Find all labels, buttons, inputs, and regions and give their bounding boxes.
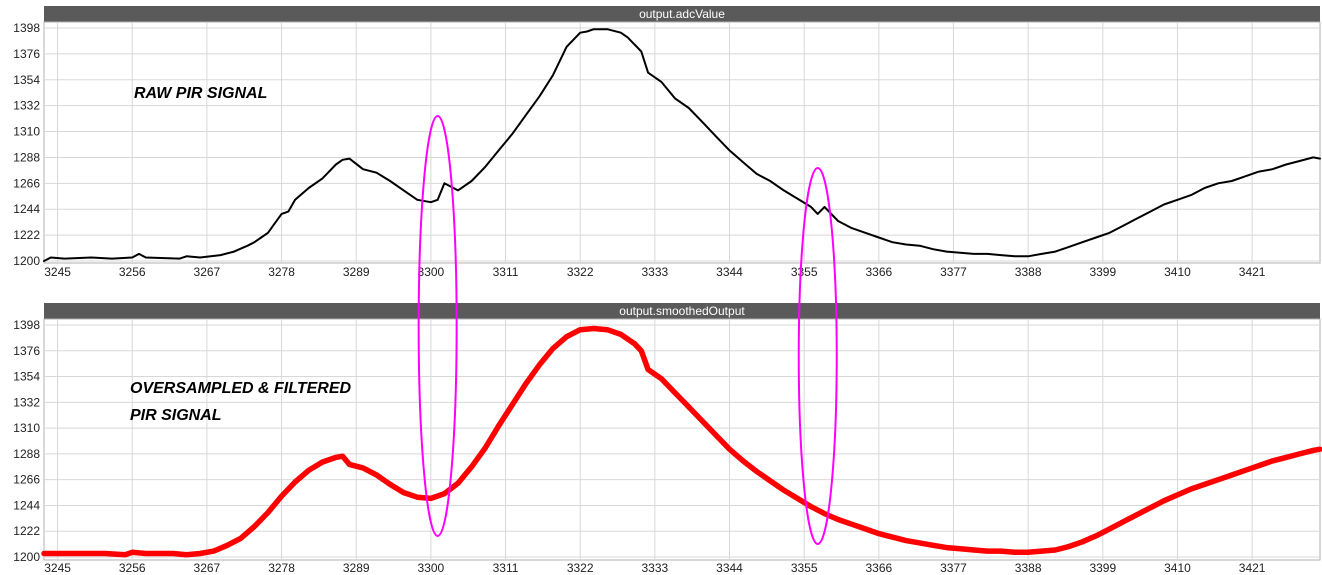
filtered-signal-title: output.smoothedOutput bbox=[619, 304, 745, 318]
highlight-ellipse bbox=[797, 167, 838, 545]
raw-signal-x-tick-label: 3256 bbox=[119, 265, 146, 279]
raw-signal-y-tick-label: 1332 bbox=[13, 99, 40, 113]
raw-signal-x-tick-label: 3289 bbox=[343, 265, 370, 279]
raw-signal-plot-area bbox=[43, 21, 1321, 264]
raw-signal-y-tick-label: 1222 bbox=[13, 228, 40, 242]
filtered-signal-plot-area bbox=[43, 318, 1321, 561]
raw-signal-y-tick-label: 1200 bbox=[13, 254, 40, 268]
filtered-signal-x-tick-label: 3300 bbox=[418, 561, 445, 575]
filtered-signal-x-tick-label: 3366 bbox=[865, 561, 892, 575]
filtered-signal-x-tick-label: 3311 bbox=[493, 561, 519, 575]
raw-signal-x-tick-label: 3344 bbox=[716, 265, 743, 279]
filtered-signal-x-axis: 3245 3256 3267 3278 3289 3300 3311 3322 3333 3344… bbox=[44, 561, 1266, 575]
filtered-signal-annotation-line-1: OVERSAMPLED & FILTERED bbox=[130, 380, 351, 397]
raw-signal-line bbox=[43, 28, 1321, 262]
filtered-signal-y-tick-label: 1310 bbox=[13, 421, 40, 435]
filtered-signal-x-tick-label: 3388 bbox=[1015, 561, 1042, 575]
filtered-signal-y-tick-label: 1398 bbox=[13, 318, 40, 332]
filtered-signal-y-tick-label: 1244 bbox=[13, 498, 40, 512]
raw-signal-x-tick-label: 3311 bbox=[493, 265, 519, 279]
filtered-signal-x-tick-label: 3289 bbox=[343, 561, 370, 575]
filtered-signal-x-tick-label: 3421 bbox=[1239, 561, 1266, 575]
filtered-signal-x-tick-label: 3245 bbox=[44, 561, 71, 575]
filtered-signal-y-tick-label: 1332 bbox=[13, 395, 40, 409]
raw-signal-y-tick-label: 1244 bbox=[13, 202, 40, 216]
raw-signal-x-tick-label: 3278 bbox=[268, 265, 295, 279]
raw-signal-y-tick-label: 1376 bbox=[13, 47, 40, 61]
raw-signal-title-bar bbox=[44, 6, 1320, 22]
raw-signal-x-tick-label: 3267 bbox=[194, 265, 221, 279]
filtered-signal-y-tick-label: 1222 bbox=[13, 524, 40, 538]
raw-signal-x-tick-label: 3245 bbox=[44, 265, 71, 279]
filtered-signal-x-tick-label: 3410 bbox=[1164, 561, 1191, 575]
raw-signal-grid bbox=[44, 22, 1320, 263]
filtered-signal-line bbox=[41, 325, 1322, 558]
filtered-signal-x-tick-label: 3344 bbox=[716, 561, 743, 575]
raw-signal-x-tick-label: 3377 bbox=[940, 265, 967, 279]
filtered-signal-x-tick-label: 3355 bbox=[791, 561, 818, 575]
raw-signal-x-tick-label: 3355 bbox=[791, 265, 818, 279]
raw-signal-panel: output.adcValue 1200 1222 1244 1266 1288 1310… bbox=[13, 6, 1321, 279]
filtered-signal-x-tick-label: 3256 bbox=[119, 561, 146, 575]
raw-signal-x-tick-label: 3333 bbox=[641, 265, 668, 279]
raw-signal-x-tick-label: 3399 bbox=[1089, 265, 1116, 279]
filtered-signal-x-tick-label: 3333 bbox=[641, 561, 668, 575]
raw-signal-x-tick-label: 3366 bbox=[865, 265, 892, 279]
raw-signal-x-tick-label: 3300 bbox=[418, 265, 445, 279]
raw-signal-x-tick-label: 3421 bbox=[1239, 265, 1266, 279]
raw-signal-annotation: RAW PIR SIGNAL bbox=[134, 85, 267, 102]
filtered-signal-y-tick-label: 1288 bbox=[13, 447, 40, 461]
filtered-signal-y-tick-label: 1354 bbox=[13, 370, 40, 384]
filtered-signal-y-tick-label: 1266 bbox=[13, 473, 40, 487]
filtered-signal-x-tick-label: 3322 bbox=[567, 561, 594, 575]
raw-signal-y-tick-label: 1288 bbox=[13, 150, 40, 164]
filtered-signal-x-tick-label: 3399 bbox=[1089, 561, 1116, 575]
highlight-ellipses bbox=[417, 115, 838, 545]
filtered-signal-x-tick-label: 3377 bbox=[940, 561, 967, 575]
raw-signal-x-tick-label: 3410 bbox=[1164, 265, 1191, 279]
filtered-signal-title-bar bbox=[44, 303, 1320, 319]
filtered-signal-y-tick-label: 1376 bbox=[13, 344, 40, 358]
filtered-signal-y-axis: 1200 1222 1244 1266 1288 1310 1332 1354 1376 1398 bbox=[13, 318, 40, 564]
raw-signal-title: output.adcValue bbox=[639, 7, 725, 21]
raw-signal-y-tick-label: 1310 bbox=[13, 125, 40, 139]
raw-signal-y-tick-label: 1354 bbox=[13, 73, 40, 87]
filtered-signal-x-tick-label: 3267 bbox=[194, 561, 221, 575]
highlight-ellipse bbox=[417, 115, 458, 537]
raw-signal-y-tick-label: 1398 bbox=[13, 21, 40, 35]
raw-signal-x-tick-label: 3322 bbox=[567, 265, 594, 279]
filtered-signal-annotation-line-2: PIR SIGNAL bbox=[130, 407, 222, 424]
raw-signal-x-tick-label: 3388 bbox=[1015, 265, 1042, 279]
filtered-signal-y-tick-label: 1200 bbox=[13, 550, 40, 564]
raw-signal-x-axis: 3245 3256 3267 3278 3289 3300 3311 3322 3333 3344… bbox=[44, 265, 1266, 279]
raw-signal-y-tick-label: 1266 bbox=[13, 176, 40, 190]
filtered-signal-x-tick-label: 3278 bbox=[268, 561, 295, 575]
raw-signal-y-axis: 1200 1222 1244 1266 1288 1310 1332 1354 1376 1398 bbox=[13, 21, 40, 268]
filtered-signal-panel: output.smoothedOutput 120012221244126612… bbox=[13, 303, 1322, 575]
